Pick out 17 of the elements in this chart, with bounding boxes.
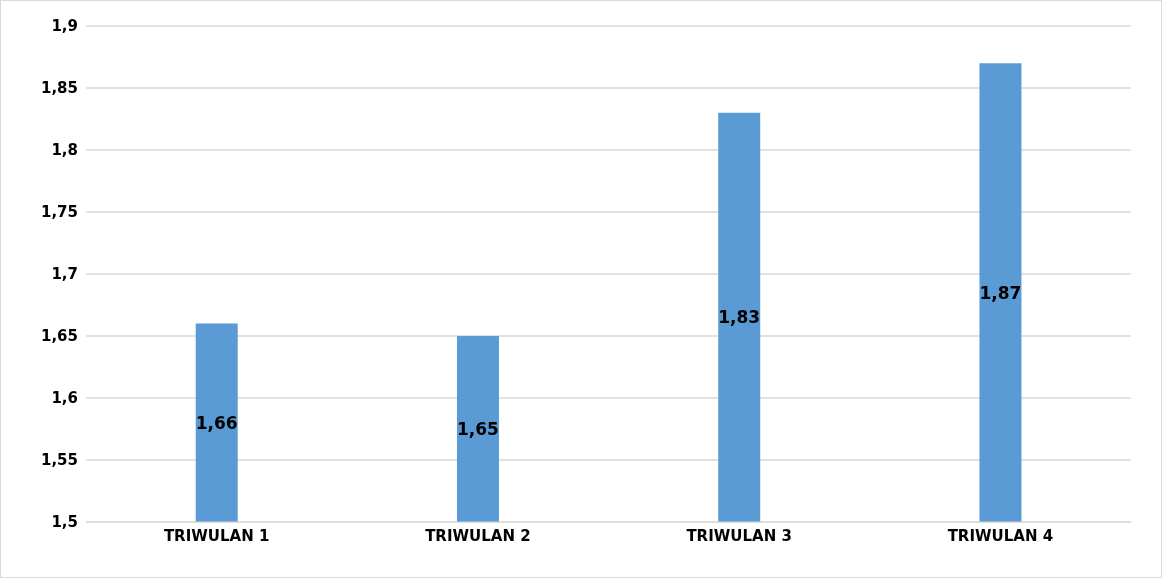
y-tick-label: 1,55 bbox=[40, 451, 78, 470]
y-tick-label: 1,6 bbox=[51, 389, 78, 408]
x-tick-label: TRIWULAN 3 bbox=[686, 526, 792, 545]
x-tick-label: TRIWULAN 1 bbox=[163, 526, 270, 545]
y-tick-label: 1,75 bbox=[40, 203, 78, 222]
x-tick-label: TRIWULAN 2 bbox=[425, 526, 531, 545]
y-tick-label: 1,7 bbox=[51, 265, 78, 284]
y-tick-label: 1,9 bbox=[51, 17, 78, 36]
y-tick-label: 1,8 bbox=[51, 141, 78, 160]
data-label: 1,66 bbox=[195, 412, 238, 433]
y-tick-label: 1,85 bbox=[40, 79, 78, 98]
data-label: 1,87 bbox=[979, 282, 1022, 303]
data-label: 1,65 bbox=[457, 419, 499, 440]
y-tick-label: 1,5 bbox=[51, 513, 78, 532]
x-tick-label: TRIWULAN 4 bbox=[947, 526, 1054, 545]
y-tick-label: 1,65 bbox=[40, 327, 78, 346]
data-label: 1,83 bbox=[718, 307, 761, 328]
